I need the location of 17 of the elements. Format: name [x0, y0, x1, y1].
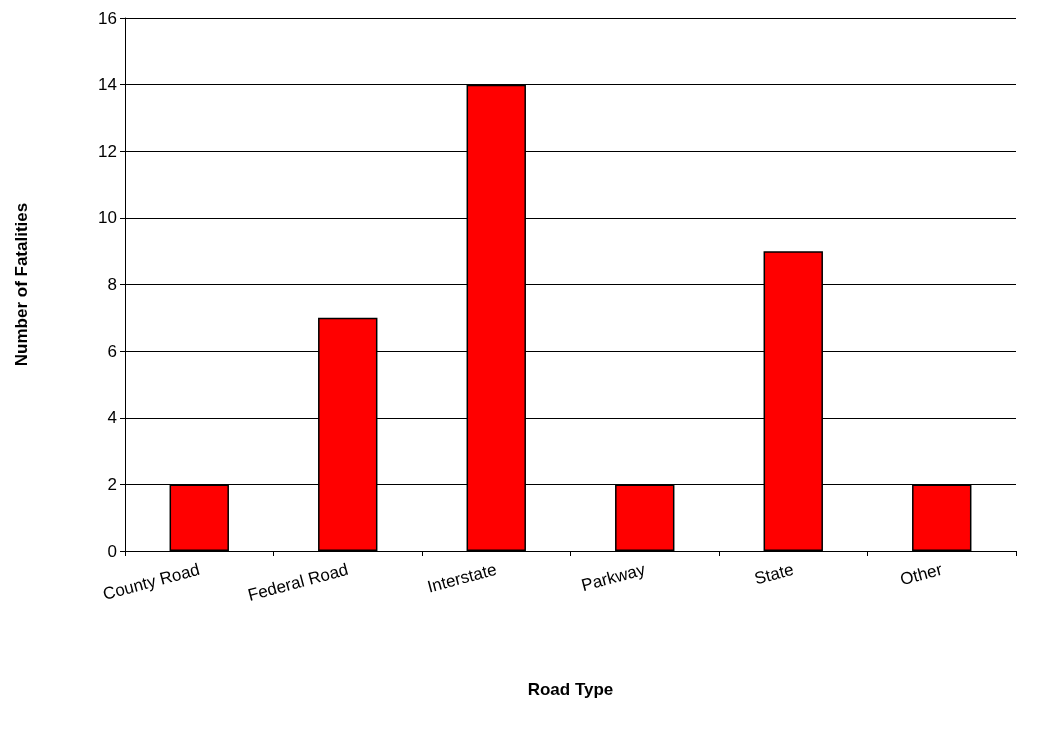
- y-tick-label: 0: [107, 541, 117, 561]
- x-tick-label: Other: [898, 559, 945, 590]
- y-tick-label: 16: [98, 8, 117, 28]
- x-tick-label: Interstate: [425, 559, 499, 597]
- x-tick-label: Parkway: [579, 559, 648, 596]
- y-tick-label: 6: [107, 341, 117, 361]
- x-tick-label: Federal Road: [245, 559, 351, 605]
- y-tick-label: 10: [98, 208, 117, 228]
- y-tick-label: 14: [98, 75, 117, 95]
- x-tick-label: State: [752, 559, 796, 589]
- x-tick-label: County Road: [100, 559, 202, 604]
- x-axis-title: Road Type: [527, 680, 614, 699]
- y-axis-title: Number of Fatalities: [12, 202, 31, 367]
- y-tick-label: 8: [107, 275, 117, 294]
- y-tick-label: 4: [107, 408, 117, 428]
- y-tick-label: 12: [98, 141, 117, 161]
- y-tick-label: 2: [107, 474, 117, 494]
